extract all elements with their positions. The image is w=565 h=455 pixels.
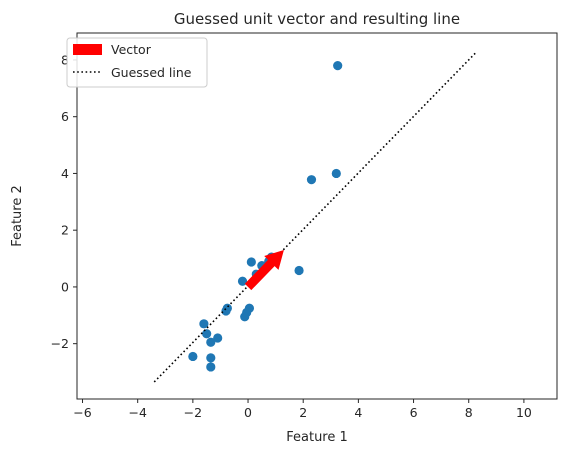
data-point	[202, 329, 212, 339]
x-tick-label: 6	[410, 405, 418, 420]
x-tick-label: 2	[299, 405, 307, 420]
plot-area	[153, 50, 478, 383]
x-tick-label: −2	[184, 405, 202, 420]
data-point	[221, 306, 231, 316]
y-tick-label: 8	[61, 52, 69, 67]
data-point	[240, 312, 250, 322]
legend-label-vector: Vector	[111, 42, 152, 57]
legend-swatch-vector	[73, 44, 102, 55]
data-point	[333, 61, 343, 71]
y-axis-label: Feature 2	[10, 185, 25, 247]
data-point	[331, 168, 341, 179]
y-tick-label: 6	[61, 109, 69, 124]
data-point	[206, 337, 216, 347]
y-tick-label: 2	[61, 223, 69, 238]
vector-arrow	[244, 250, 284, 291]
legend: Vector Guessed line	[66, 37, 208, 88]
data-point	[237, 276, 248, 286]
x-tick-label: 8	[465, 405, 473, 420]
data-point	[206, 362, 216, 372]
legend-label-guessed-line: Guessed line	[111, 65, 192, 80]
x-tick-label: −6	[73, 405, 91, 420]
axis-ticks: −6 −4 −2 0 2 4 6 8 10 −2 0 2 4 6 8	[51, 52, 532, 420]
data-point	[294, 265, 304, 276]
guessed-line	[153, 50, 478, 383]
chart-title: Guessed unit vector and resulting line	[174, 10, 460, 28]
data-point	[213, 333, 223, 343]
x-axis-label: Feature 1	[286, 430, 348, 445]
data-point	[206, 353, 216, 363]
data-point	[188, 351, 198, 362]
x-tick-label: 4	[354, 405, 362, 420]
data-point	[246, 257, 256, 267]
y-tick-label: −2	[51, 336, 69, 351]
data-point	[306, 175, 317, 185]
x-tick-label: 0	[244, 405, 252, 420]
x-tick-label: 10	[516, 405, 532, 420]
y-tick-label: 4	[61, 166, 69, 181]
axes-frame	[76, 32, 558, 400]
y-tick-label: 0	[61, 279, 69, 294]
data-point	[199, 319, 209, 329]
x-tick-label: −4	[128, 405, 146, 420]
